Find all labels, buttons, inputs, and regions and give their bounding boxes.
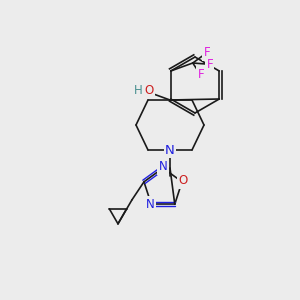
Text: N: N [146,198,154,211]
Text: O: O [178,174,188,187]
Text: F: F [197,68,204,80]
Text: F: F [203,46,210,59]
Text: N: N [159,160,167,173]
Text: N: N [165,143,175,157]
Text: F: F [206,58,213,70]
Text: H: H [134,85,142,98]
Text: O: O [144,85,154,98]
